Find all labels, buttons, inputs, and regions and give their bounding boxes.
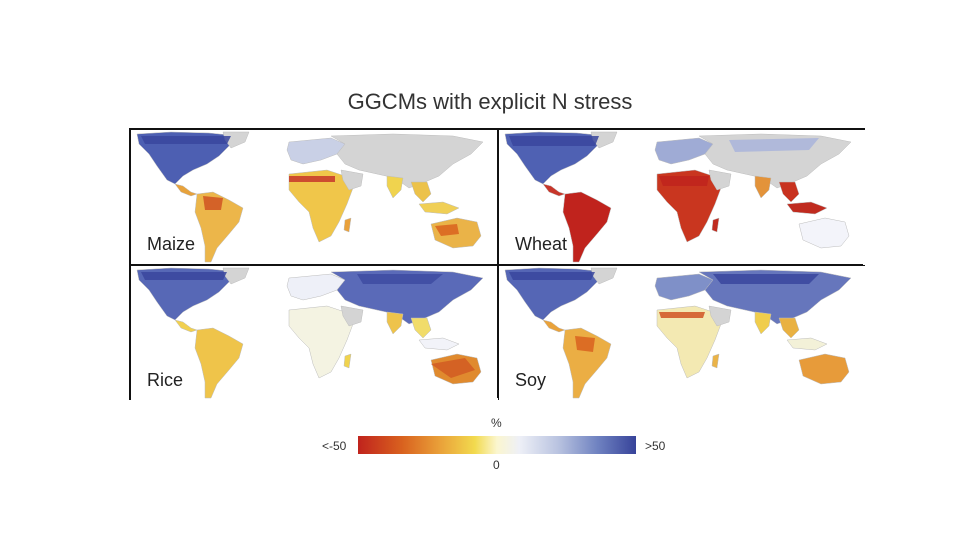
region-arabia	[340, 305, 364, 327]
legend-unit: %	[491, 416, 502, 430]
map-panel-grid: Maize Wheat Rice Soy	[129, 128, 866, 401]
hotspot-1	[203, 196, 223, 210]
region-arabia	[708, 169, 732, 191]
region-europe	[286, 137, 346, 165]
world-map-soy	[504, 267, 852, 399]
hotspot-2	[435, 224, 459, 236]
region-se-asia	[778, 181, 800, 203]
region-se-asia	[410, 317, 432, 339]
region-indonesia	[418, 337, 460, 351]
panel-divider-horizontal	[131, 264, 863, 266]
hotspot-3	[713, 274, 819, 284]
hotspot-1	[141, 272, 227, 280]
world-map-wheat	[504, 131, 852, 263]
region-india	[754, 311, 772, 335]
region-australia	[798, 353, 850, 385]
region-central-am	[542, 319, 566, 333]
hotspot-0	[289, 176, 335, 182]
region-europe	[286, 273, 346, 301]
region-arabia	[708, 305, 732, 327]
map-panel-rice: Rice	[131, 266, 498, 401]
world-map-maize	[136, 131, 484, 263]
region-central-am	[174, 183, 198, 197]
region-europe	[654, 273, 714, 301]
hotspot-0	[659, 312, 705, 318]
crop-label-maize: Maize	[147, 234, 196, 254]
region-central-am	[542, 183, 566, 197]
region-india	[386, 311, 404, 335]
region-south-america	[194, 327, 244, 399]
region-madagascar	[343, 353, 352, 369]
hotspot-2	[509, 272, 595, 280]
hotspot-2	[729, 138, 819, 152]
region-europe	[654, 137, 714, 165]
region-arabia	[340, 169, 364, 191]
legend-zero-label: 0	[493, 458, 500, 472]
region-se-asia	[778, 317, 800, 339]
region-north-america	[136, 131, 240, 185]
map-panel-wheat: Wheat	[499, 130, 866, 265]
region-south-america	[562, 327, 612, 399]
region-south-america	[562, 191, 612, 263]
map-panel-maize: Maize	[131, 130, 498, 265]
legend-min-label: <-50	[322, 439, 347, 453]
legend-color-bar	[358, 436, 636, 454]
crop-label-rice: Rice	[147, 370, 184, 390]
hotspot-0	[431, 358, 475, 378]
region-north-america	[136, 267, 240, 321]
region-india	[386, 175, 404, 199]
region-se-asia	[410, 181, 432, 203]
hotspot-3	[141, 136, 231, 144]
hotspot-2	[357, 274, 443, 284]
region-madagascar	[711, 353, 720, 369]
crop-label-soy: Soy	[515, 370, 547, 390]
region-indonesia	[786, 201, 828, 215]
hotspot-1	[575, 336, 595, 352]
region-madagascar	[343, 217, 352, 233]
region-central-am	[174, 319, 198, 333]
region-india	[754, 175, 772, 199]
region-australia	[798, 217, 850, 249]
map-panel-soy: Soy	[499, 266, 866, 401]
figure-title: GGCMs with explicit N stress	[347, 89, 633, 114]
region-madagascar	[711, 217, 720, 233]
region-indonesia	[418, 201, 460, 215]
legend-max-label: >50	[645, 439, 666, 453]
crop-label-wheat: Wheat	[515, 234, 568, 254]
hotspot-1	[509, 136, 599, 146]
world-map-rice	[136, 267, 484, 399]
hotspot-0	[659, 176, 709, 186]
region-indonesia	[786, 337, 828, 351]
region-north-america	[504, 267, 608, 321]
